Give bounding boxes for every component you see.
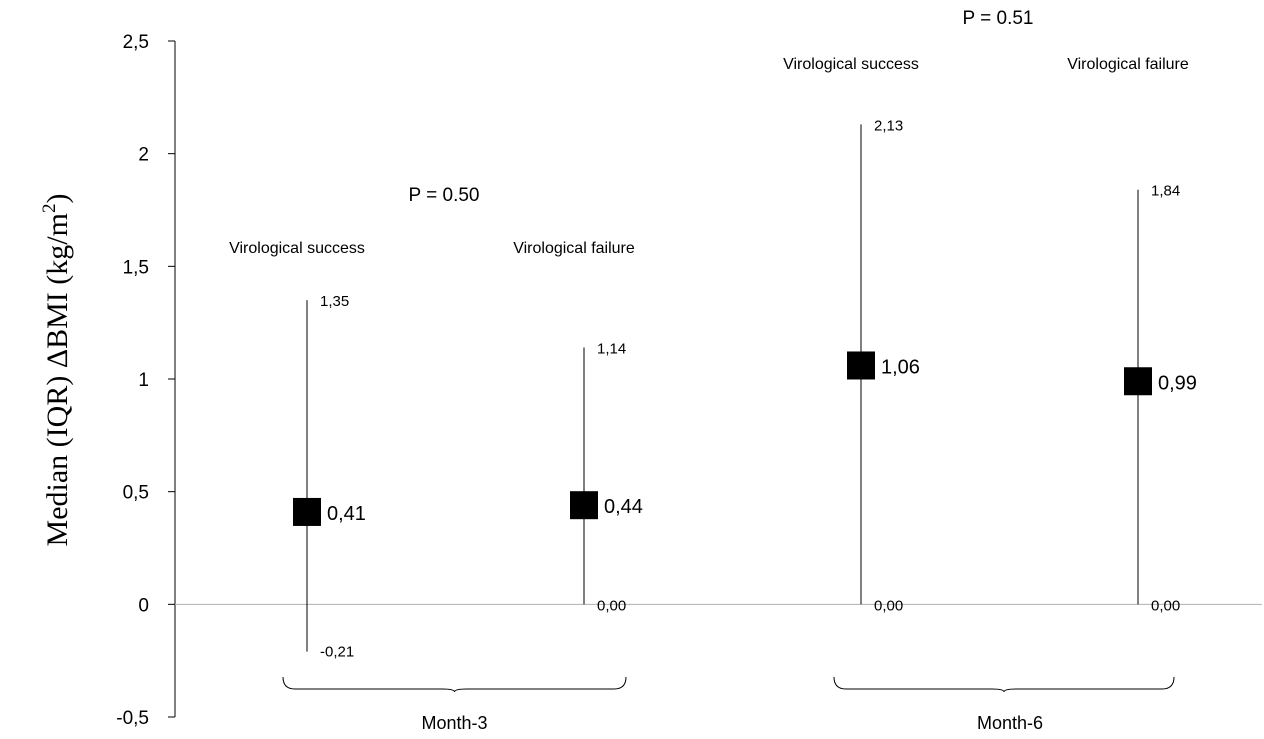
q3-value-label: 1,35 <box>320 293 349 310</box>
timepoint-brace <box>833 676 1175 693</box>
y-tick-label: 2,5 <box>123 32 149 53</box>
p-value-label: P = 0.51 <box>963 8 1034 29</box>
y-axis-title-superscript: 2 <box>39 204 60 214</box>
timepoint-brace <box>282 676 627 693</box>
group-label: Virological failure <box>513 240 635 257</box>
y-axis-title-close: ) <box>41 194 74 204</box>
plot-area: P = 0.50 Virological success 0,41 1,35 -0,21… <box>175 8 1262 733</box>
y-axis-title-main: Median (IQR) ΔBMI (kg/m <box>41 213 74 546</box>
group-label: Virological success <box>229 240 365 257</box>
median-marker <box>847 351 875 380</box>
median-value-label: 0,44 <box>604 496 643 518</box>
p-value-label: P = 0.50 <box>409 185 480 206</box>
y-tick-label: 0,5 <box>123 483 149 504</box>
y-tick-label: 0 <box>138 595 149 616</box>
group-label: Virological failure <box>1067 56 1189 73</box>
y-tick-label: 2 <box>138 145 149 166</box>
y-axis: -0,5 0 0,5 1 1,5 2 2,5 <box>116 32 176 729</box>
q3-value-label: 1,84 <box>1151 183 1180 200</box>
q1-value-label: -0,21 <box>320 644 354 661</box>
q3-value-label: 2,13 <box>874 117 903 134</box>
group-label: Virological success <box>783 56 919 73</box>
q1-value-label: 0,00 <box>1151 597 1180 614</box>
median-value-label: 0,99 <box>1158 372 1197 394</box>
median-value-label: 0,41 <box>327 503 366 525</box>
median-marker <box>570 491 598 520</box>
q3-value-label: 1,14 <box>597 340 626 357</box>
y-tick-label: 1 <box>138 370 149 391</box>
median-marker <box>293 497 321 526</box>
q1-value-label: 0,00 <box>874 597 903 614</box>
y-axis-title: Median (IQR) ΔBMI (kg/m2) <box>39 194 74 547</box>
q1-value-label: 0,00 <box>597 597 626 614</box>
timepoint-label: Month-6 <box>977 713 1043 733</box>
y-tick-label: -0,5 <box>116 708 149 729</box>
y-tick-label: 1,5 <box>123 257 149 278</box>
timepoint-label: Month-3 <box>421 713 487 733</box>
median-value-label: 1,06 <box>881 356 920 378</box>
median-marker <box>1124 367 1152 396</box>
